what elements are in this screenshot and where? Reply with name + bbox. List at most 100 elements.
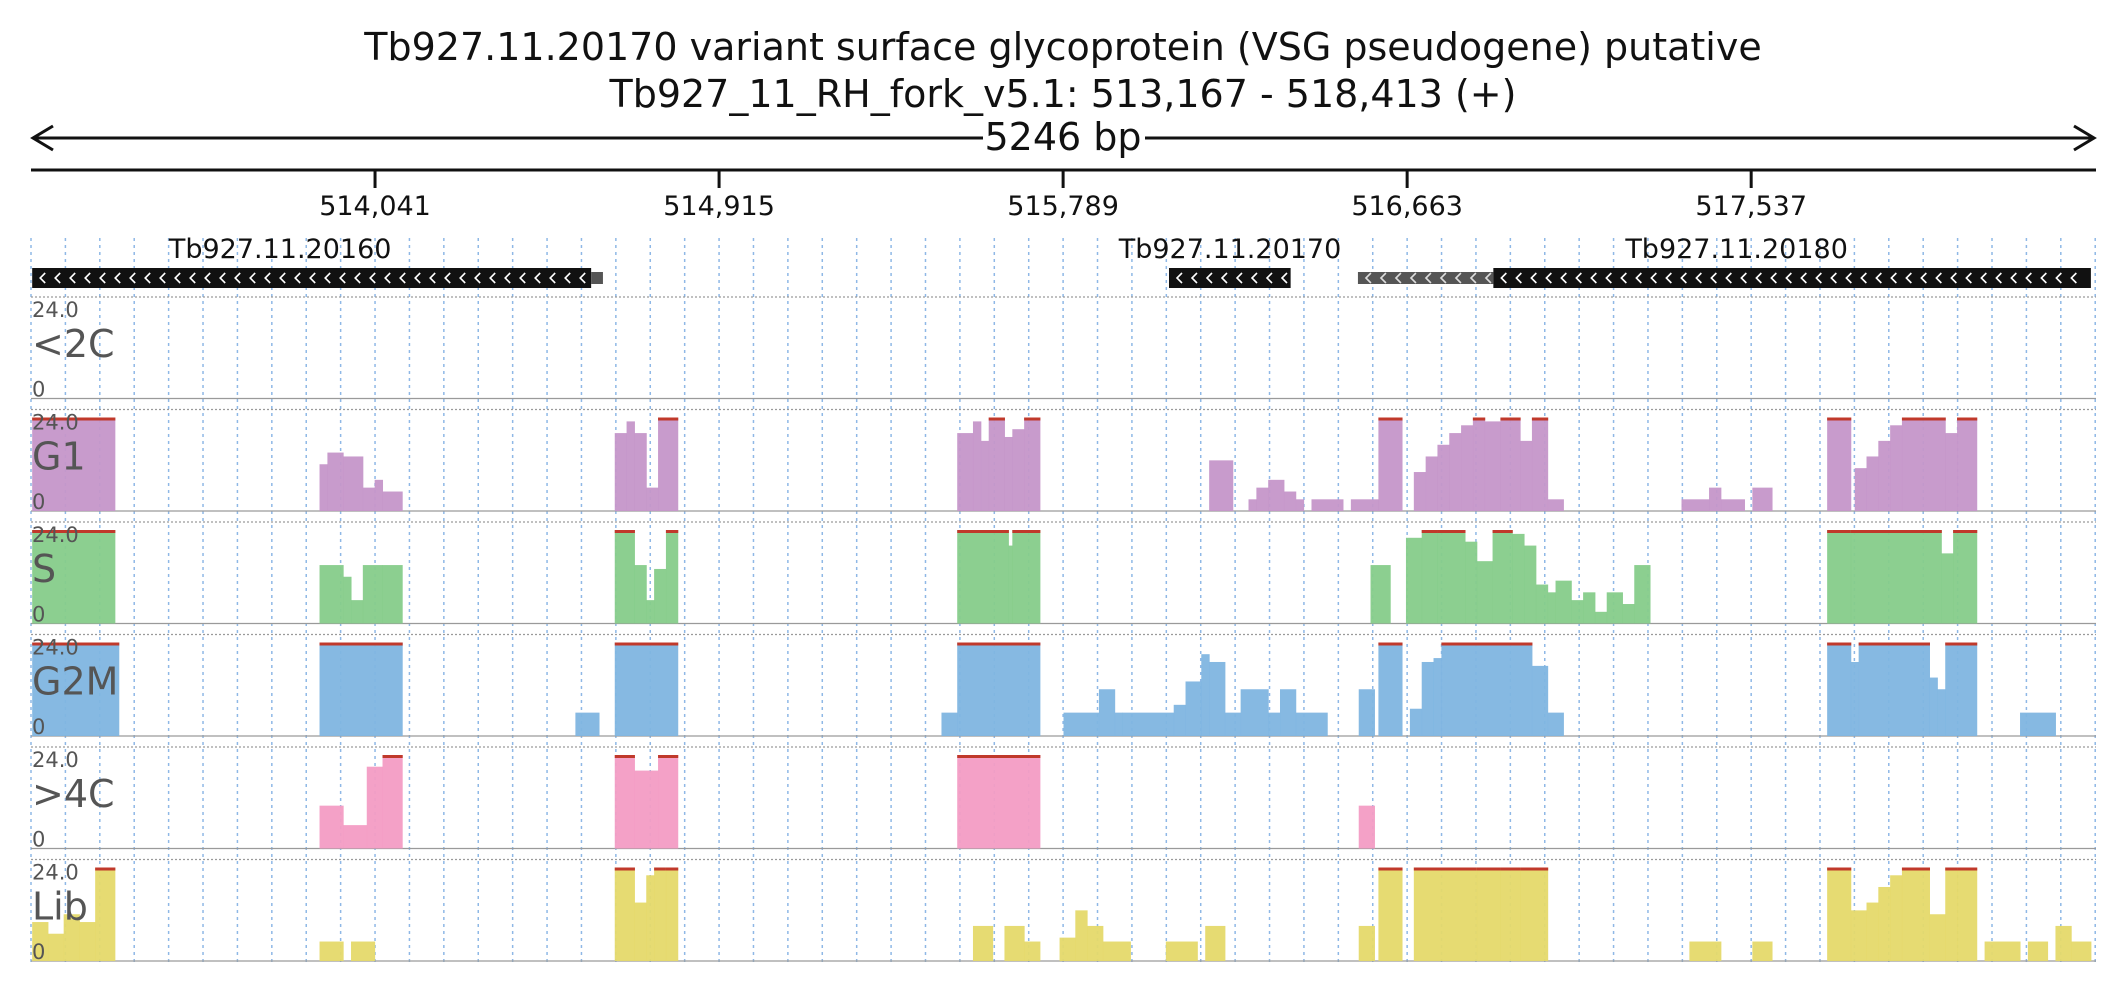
coverage-bar [2020,712,2056,736]
coverage-bar [1358,805,1375,849]
coverage-bar [343,825,368,849]
overflow-mark [614,642,679,646]
strand-arrow [1394,272,1402,284]
coverage-bar [32,417,116,511]
coverage-bar [1465,541,1478,624]
strand-arrow [1250,272,1258,284]
strand-arrow [534,272,541,284]
coverage-bar [1425,456,1438,511]
overflow-mark [319,642,403,646]
overflow-mark [1827,867,1852,871]
track-label: S [32,547,56,591]
coverage-bar [1224,712,1242,736]
y-max-label: 24.0 [32,523,79,547]
overflow-mark [957,530,1009,533]
strand-arrow [2070,272,2077,284]
strand-arrow [1265,272,1273,284]
strand-arrow [219,272,226,284]
coverage-bar [957,642,1041,736]
coverage-bar [1165,941,1198,961]
coverage-bar [327,452,344,511]
strand-arrow [1364,272,1372,284]
coverage-bar [665,867,679,961]
coverage-bar [1866,456,1879,511]
coverage-bar [1594,611,1608,624]
coverage-bar [343,456,364,511]
gene-label: Tb927.11.20180 [1624,234,1848,265]
coverage-bar [319,565,344,624]
coverage-bar [1358,925,1375,961]
tick-label: 515,789 [1007,191,1119,222]
coverage-bar [1531,665,1549,736]
track-label: >4C [32,772,115,816]
strand-arrow [1575,272,1582,284]
coverage-bar [1012,530,1041,624]
overflow-mark [32,417,116,421]
coverage-bar [1878,440,1891,511]
coverage-bar [634,433,647,511]
overflow-mark [1953,530,1978,533]
strand-arrow [204,272,211,284]
span-arrow-left [30,124,54,152]
coverage-bar [1850,661,1860,736]
coverage-bar [95,867,116,961]
coverage-bar [575,712,600,736]
coverage-bar [1311,499,1344,511]
strand-arrow [549,272,556,284]
coverage-bar [1890,875,1903,961]
coverage-bar [1279,689,1297,736]
coverage-bar [1827,642,1852,736]
strand-arrow [399,272,406,284]
coverage-bar [1850,530,1942,624]
gene-body [32,268,592,288]
overflow-mark [614,530,635,533]
coverage-bar [1531,417,1549,511]
coverage-bar [1421,661,1435,736]
overflow-mark [654,867,667,871]
coverage-bar [1681,499,1710,511]
coverage-bar [654,568,667,624]
coverage-bar [1256,487,1269,511]
overflow-mark [1531,417,1549,421]
track-G1: 24.0 0 G1 [31,408,2096,514]
coverage-bar [1547,499,1564,511]
coverage-bar [1063,712,1100,736]
coverage-bar [1472,417,1486,511]
strand-arrow [84,272,91,284]
coverage-bar [1929,677,1938,736]
strand-arrow [1995,272,2002,284]
overflow-mark [1858,642,1930,646]
track-label: G2M [32,660,118,704]
strand-arrow [1950,272,1957,284]
coverage-bar [1634,565,1651,624]
strand-arrow [1815,272,1822,284]
overflow-mark [1901,867,1930,871]
overflow-mark [1012,530,1041,533]
coverage-bar [1248,499,1257,511]
coverage-bar [1441,642,1533,736]
overflow-mark [1492,530,1513,533]
strand-arrow [1515,272,1522,284]
coverage-bar [1437,444,1450,511]
chart-subtitle: Tb927_11_RH_fork_v5.1: 513,167 - 518,413… [609,72,1517,116]
overflow-mark [614,867,635,871]
coverage-bar [1240,689,1269,736]
coverage-bar [1378,867,1403,961]
coverage-bar [1059,937,1076,961]
coverage-bar [1004,925,1025,961]
coverage-bar [1283,491,1297,511]
coverage-bar [1185,681,1202,736]
coverage-bar [1413,867,1478,961]
coverage-bar [658,755,679,849]
coverage-bar [1953,530,1978,624]
overflow-mark [614,755,635,758]
gene-Tb927.11.20180: Tb927.11.20180 [1357,234,2091,288]
strand-arrow [489,272,496,284]
coverage-bar [972,925,994,961]
track-<2C: 24.0 0 <2C [31,296,2096,402]
coverage-bar [654,867,667,961]
strand-arrow [249,272,256,284]
strand-arrow [369,272,376,284]
overflow-mark [988,417,1005,421]
coverage-bar [366,766,384,849]
